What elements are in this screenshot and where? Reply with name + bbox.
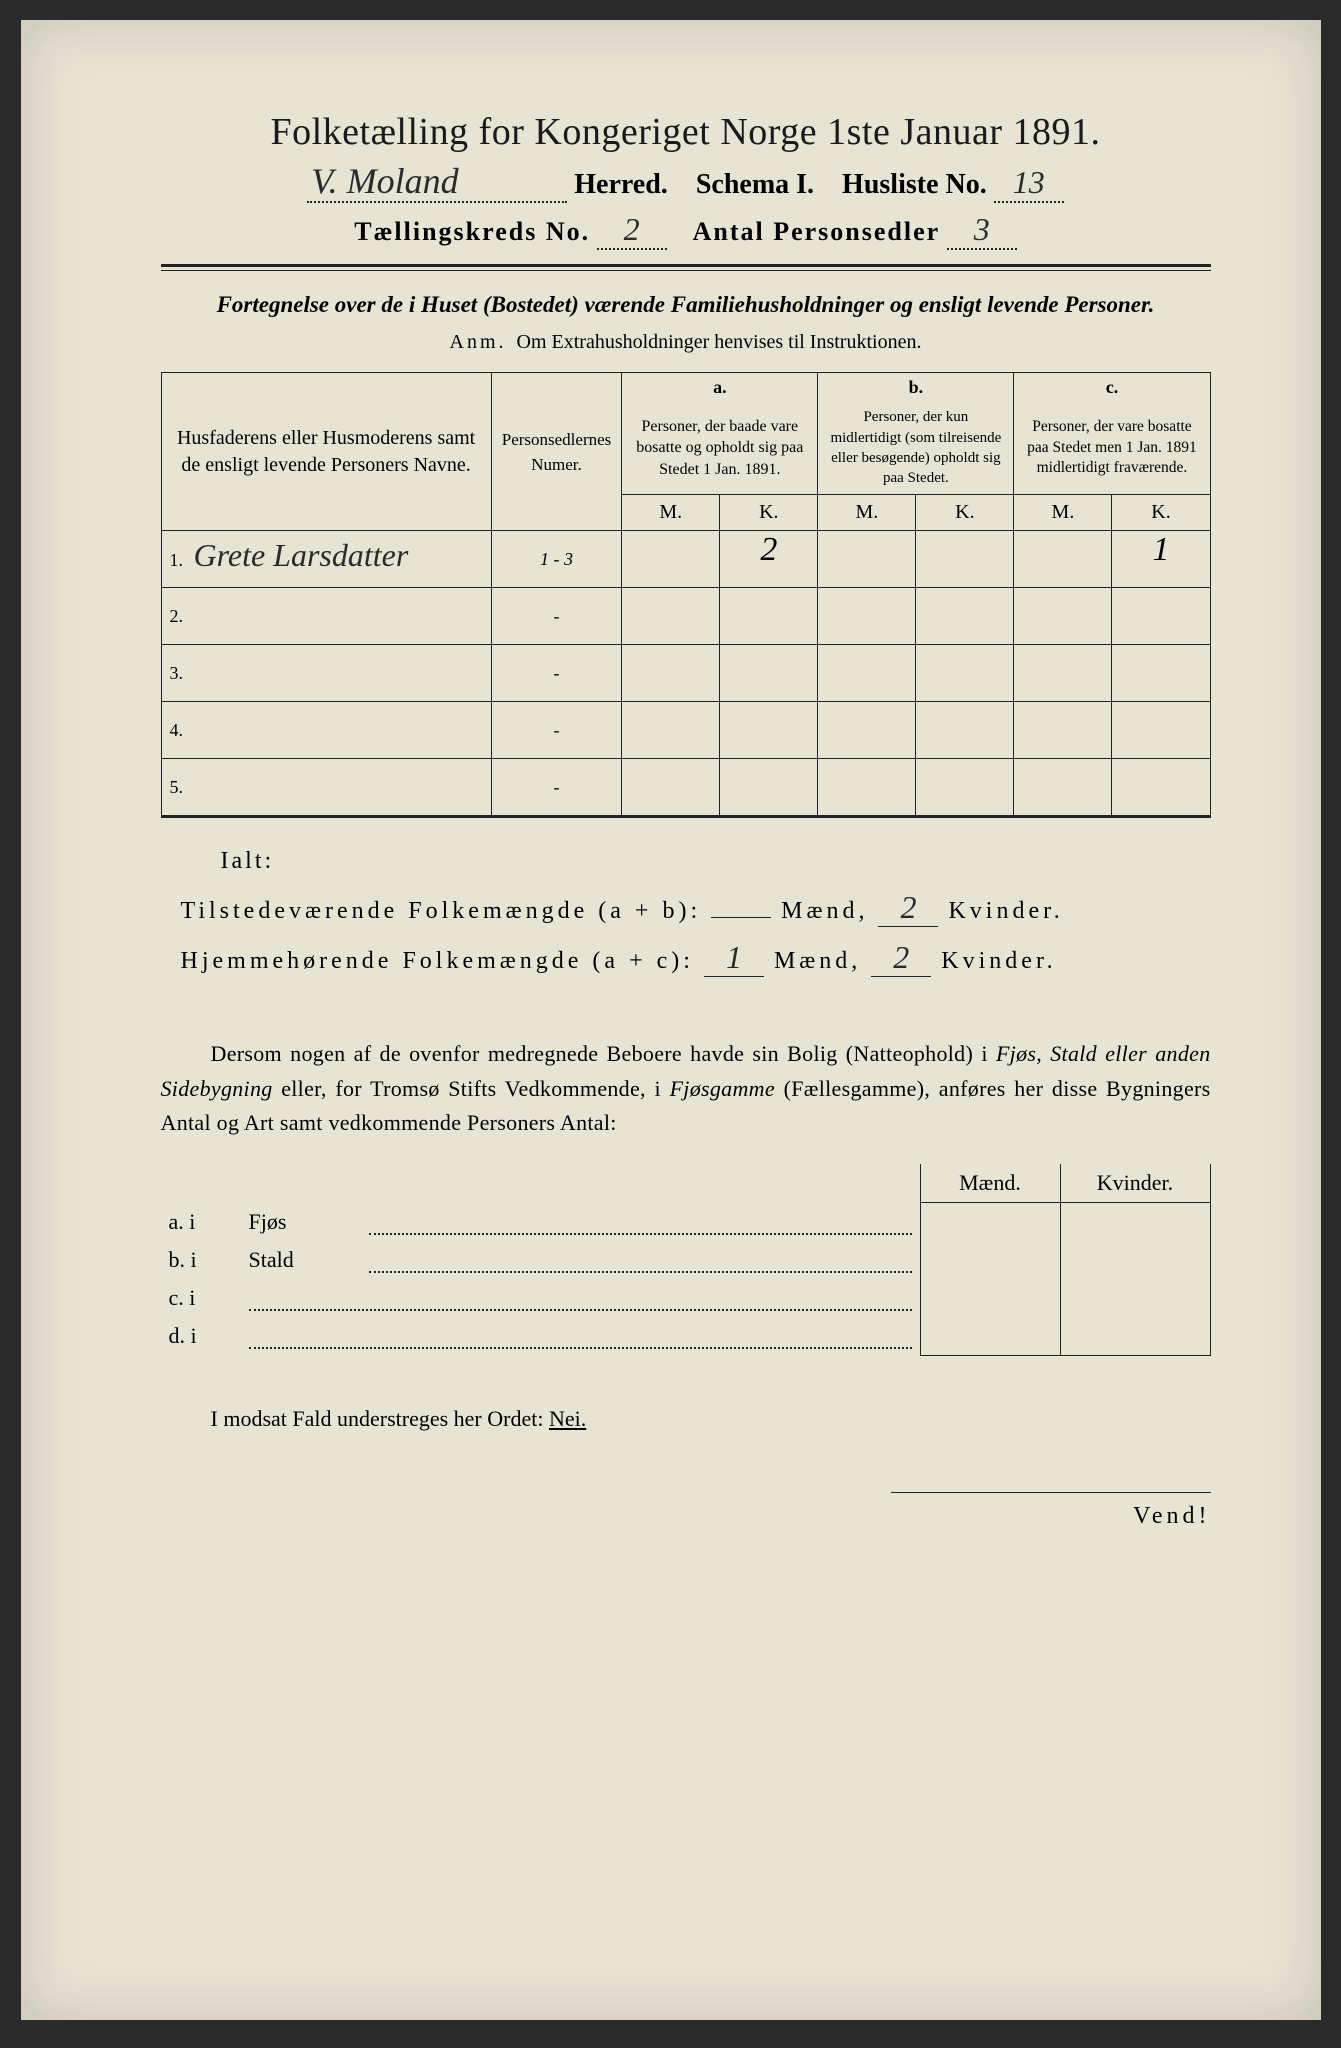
table-row: 2. - (161, 588, 1210, 645)
col-b-mk: M. K. (818, 495, 1014, 531)
col-c-text: Personer, der vare bosatte paa Stedet me… (1014, 401, 1210, 495)
census-form-page: Folketælling for Kongeriget Norge 1ste J… (21, 20, 1321, 2020)
col-a-text: Personer, der baade vare bosatte og opho… (622, 401, 818, 495)
header-line-2: Tællingskreds No. 2 Antal Personsedler 3 (161, 211, 1211, 250)
kreds-value: 2 (624, 211, 640, 247)
antal-value: 3 (974, 211, 990, 247)
col-header-numer: Personsedlernes Numer. (491, 373, 622, 531)
nei-line: I modsat Fald understreges her Ordet: Ne… (161, 1406, 1211, 1432)
col-b-tag: b. (818, 373, 1014, 402)
antal-label: Antal Personsedler (693, 217, 941, 246)
table-row: 4. - (161, 702, 1210, 759)
col-c-tag: c. (1014, 373, 1210, 402)
vend-label: Vend! (891, 1492, 1211, 1530)
census-table: Husfaderens eller Husmoderens samt de en… (161, 372, 1211, 818)
col-a-mk: M. K. (622, 495, 818, 531)
table-row: 3. - (161, 645, 1210, 702)
dwelling-paragraph: Dersom nogen af de ovenfor medregnede Be… (161, 1037, 1211, 1139)
kreds-label: Tællingskreds No. (354, 217, 590, 246)
totals-present: Tilstedeværende Folkemængde (a + b): Mæn… (181, 889, 1211, 927)
husliste-value: 13 (1013, 164, 1045, 200)
dwelling-table: Mænd. Kvinder. a. i Fjøs b. i Stald c. i… (161, 1164, 1211, 1356)
dwell-maend-header: Mænd. (920, 1164, 1060, 1203)
herred-label: Herred. (574, 169, 668, 200)
table-row: 1. Grete Larsdatter 1 - 3 2 1 (161, 531, 1210, 588)
col-header-names: Husfaderens eller Husmoderens samt de en… (161, 373, 491, 531)
page-title: Folketælling for Kongeriget Norge 1ste J… (161, 110, 1211, 154)
schema-label: Schema I. (696, 169, 814, 200)
col-a-tag: a. (622, 373, 818, 402)
husliste-label: Husliste No. (842, 169, 987, 200)
anm-text: Om Extrahusholdninger henvises til Instr… (517, 331, 922, 353)
dwell-row: b. i Stald (161, 1241, 1211, 1279)
ialt-label: Ialt: (221, 848, 1211, 875)
header-line-1: V. Moland Herred. Schema I. Husliste No.… (161, 164, 1211, 203)
dwell-row: d. i (161, 1317, 1211, 1356)
anm-note: Anm. Om Extrahusholdninger henvises til … (161, 331, 1211, 354)
col-c-mk: M. K. (1014, 495, 1210, 531)
table-row: 5. - (161, 759, 1210, 817)
col-b-text: Personer, der kun midlertidigt (som tilr… (818, 401, 1014, 495)
subtitle: Fortegnelse over de i Huset (Bostedet) v… (161, 289, 1211, 321)
divider-rule (161, 264, 1211, 271)
dwell-kvinder-header: Kvinder. (1060, 1164, 1210, 1203)
anm-label: Anm. (450, 331, 507, 353)
herred-value: V. Moland (311, 161, 458, 201)
totals-resident: Hjemmehørende Folkemængde (a + c): 1 Mæn… (181, 939, 1211, 977)
dwell-row: a. i Fjøs (161, 1202, 1211, 1241)
dwell-row: c. i (161, 1279, 1211, 1317)
